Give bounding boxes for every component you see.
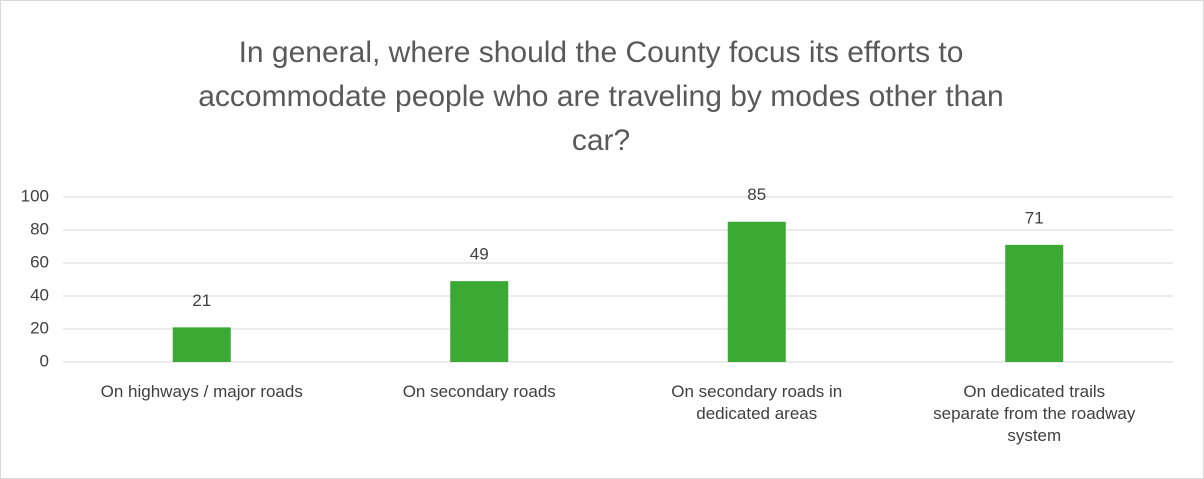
bar [450,281,509,362]
data-label: 71 [1025,208,1044,227]
chart-title: In general, where should the County focu… [198,36,1004,157]
x-tick-label: On highways / major roads [100,382,303,401]
y-tick-label: 80 [30,219,49,238]
bar [727,221,786,362]
x-tick-label: On dedicated trails separate from the ro… [933,382,1136,445]
data-label: 49 [470,245,489,264]
y-tick-label: 100 [21,186,49,205]
data-label: 21 [192,291,211,310]
y-tick-label: 60 [30,252,49,271]
bar [1005,244,1064,362]
x-tick-label: On secondary roads in dedicated areas [671,382,843,423]
y-tick-label: 20 [30,318,49,337]
data-label: 85 [747,185,766,204]
y-tick-label: 0 [40,351,49,370]
x-tick-label: On secondary roads [402,382,556,401]
bar [172,327,231,362]
y-tick-label: 40 [30,285,49,304]
